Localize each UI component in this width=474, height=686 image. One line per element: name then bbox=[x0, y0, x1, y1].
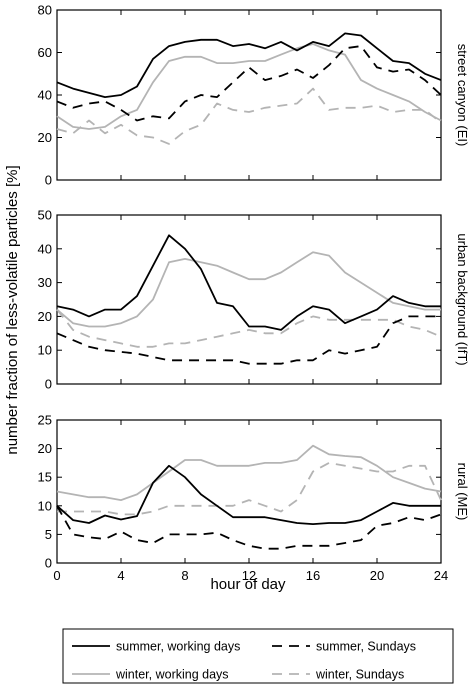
series-line-s-work bbox=[56, 234, 441, 331]
x-axis-label: hour of day bbox=[210, 576, 286, 593]
panel-site-label: rural (ME) bbox=[455, 463, 470, 521]
x-tick-label: 24 bbox=[434, 568, 448, 583]
y-tick-label: 0 bbox=[45, 556, 52, 571]
plot-frame bbox=[56, 214, 442, 385]
y-tick-label: 5 bbox=[45, 527, 52, 542]
series-line-s-work bbox=[56, 32, 442, 98]
x-tick-label: 4 bbox=[117, 568, 124, 583]
panel-2: 0 10 20 30 40 50 urban background (IfT) bbox=[38, 208, 470, 392]
y-tick-label: 15 bbox=[38, 470, 52, 485]
y-tick-label: 20 bbox=[38, 309, 52, 324]
legend-label: winter, working days bbox=[115, 668, 229, 682]
y-tick-label: 20 bbox=[38, 130, 52, 145]
y-tick-label: 40 bbox=[38, 88, 52, 103]
legend-box bbox=[62, 628, 454, 684]
y-tick-label: 0 bbox=[45, 377, 52, 392]
panel-site-label: urban background (IfT) bbox=[455, 233, 470, 365]
y-tick-label: 0 bbox=[45, 173, 52, 188]
legend-label: summer, Sundays bbox=[316, 640, 416, 654]
panel-site-label: street canyon (EI) bbox=[455, 44, 470, 147]
y-tick-label: 30 bbox=[38, 275, 52, 290]
legend-label: summer, working days bbox=[116, 640, 240, 654]
x-tick-label: 16 bbox=[306, 568, 320, 583]
series-line-w-sun bbox=[56, 87, 442, 145]
panel-1: 0 20 40 60 80 street canyon (EI) bbox=[38, 3, 470, 188]
y-tick-label: 25 bbox=[38, 413, 52, 428]
y-tick-label: 60 bbox=[38, 45, 52, 60]
y-tick-label: 80 bbox=[38, 3, 52, 18]
y-tick-label: 10 bbox=[38, 498, 52, 513]
series-line-w-work bbox=[56, 444, 442, 502]
x-tick-label: 8 bbox=[181, 568, 188, 583]
y-tick-label: 40 bbox=[38, 241, 52, 256]
plot-frame bbox=[56, 419, 442, 564]
x-tick-label: 0 bbox=[53, 568, 60, 583]
series-line-s-work bbox=[56, 464, 441, 525]
series-line-s-sun bbox=[56, 315, 441, 365]
series-line-w-work bbox=[56, 43, 442, 130]
x-tick-label: 20 bbox=[370, 568, 384, 583]
y-axis-label: number fraction of less-volatile particl… bbox=[4, 165, 21, 454]
series-line-s-sun bbox=[56, 45, 442, 122]
series-line-w-sun bbox=[56, 309, 442, 348]
y-tick-label: 50 bbox=[38, 208, 52, 223]
legend: summer, working days summer, Sundays winte… bbox=[72, 640, 416, 682]
series-line-w-sun bbox=[57, 461, 442, 516]
y-tick-label: 20 bbox=[38, 441, 52, 456]
y-tick-label: 10 bbox=[38, 343, 52, 358]
legend-label: winter, Sundays bbox=[315, 668, 404, 682]
series-line-w-work bbox=[56, 251, 441, 328]
series-line-s-sun bbox=[56, 505, 442, 550]
panel-3: 0 5 10 15 20 25 rural (ME) bbox=[38, 413, 470, 571]
x-tick-label: 12 bbox=[242, 568, 256, 583]
